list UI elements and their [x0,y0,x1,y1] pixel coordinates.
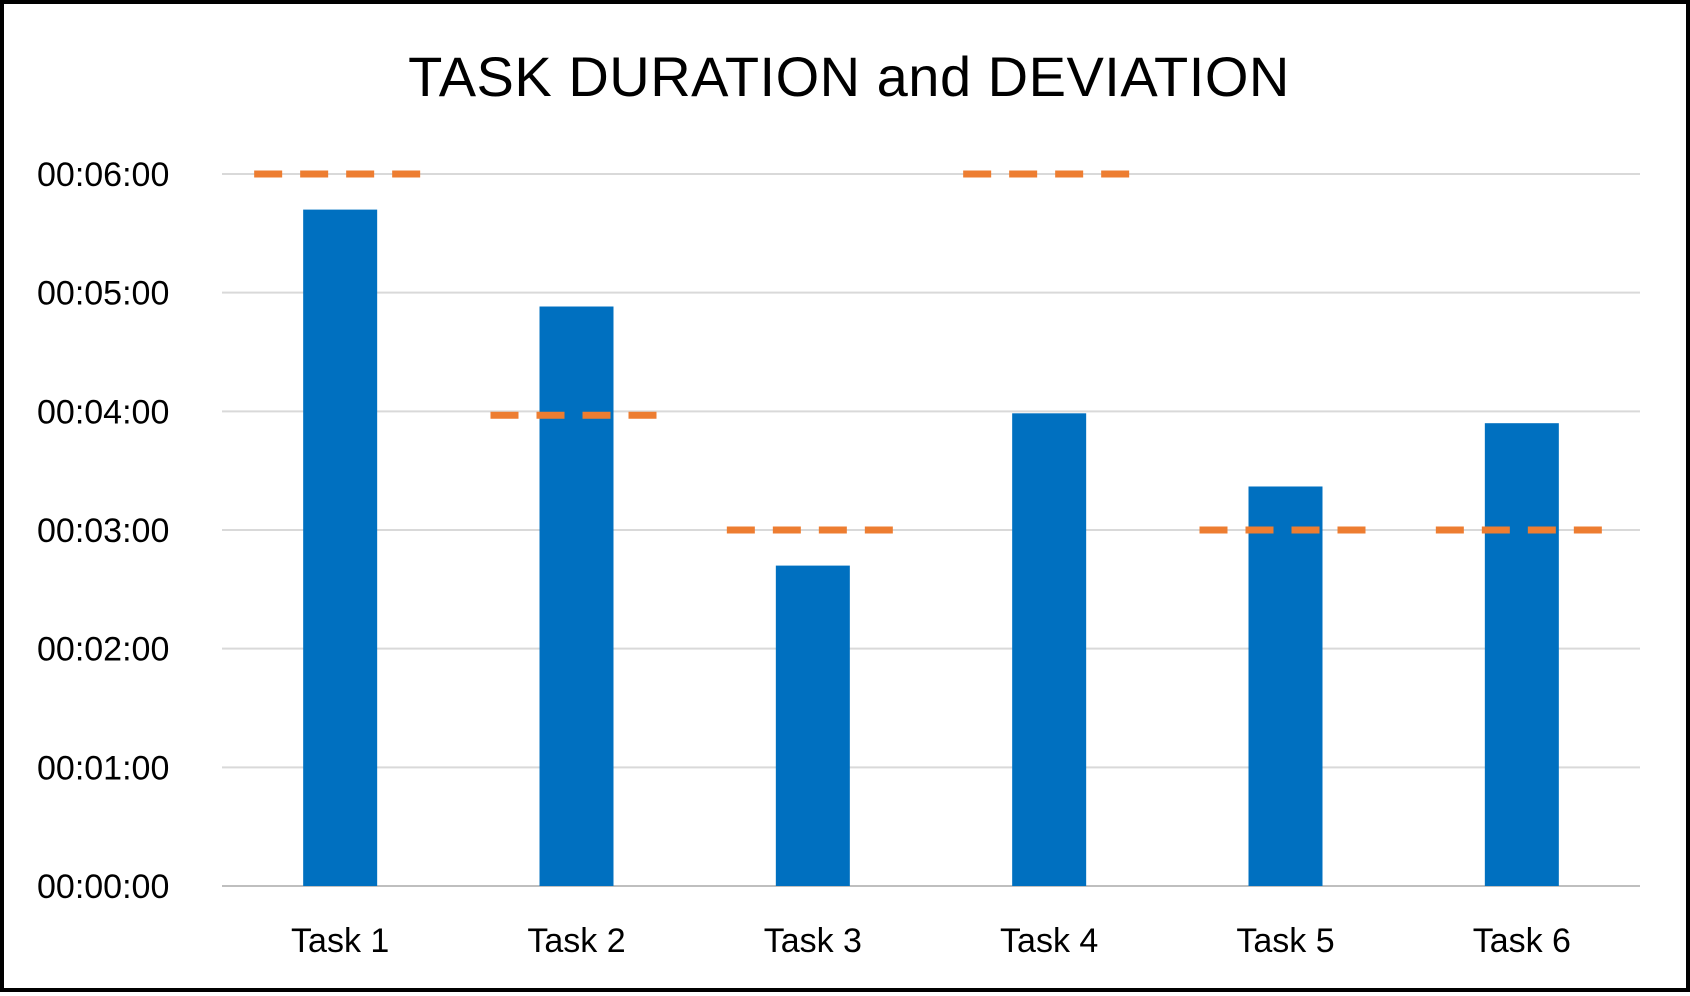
y-tick-label: 00:00:00 [37,868,169,906]
bar-4 [1012,413,1087,886]
chart-plot-area: 00:00:00 00:01:00 00:02:00 00:03:00 00:04:00… [37,156,1640,960]
y-tick-label: 00:01:00 [37,749,169,787]
x-tick-label: Task 2 [527,922,625,960]
bar-2 [539,306,614,886]
y-tick-label: 00:05:00 [37,275,169,313]
y-tick-label: 00:02:00 [37,631,169,669]
y-tick-label: 00:04:00 [37,393,169,431]
x-tick-label: Task 6 [1473,922,1571,960]
bar-1 [303,209,378,887]
x-tick-label: Task 5 [1236,922,1334,960]
chart-title: TASK DURATION and DEVIATION [408,45,1290,108]
x-tick-label: Task 1 [291,922,389,960]
bar-6 [1484,423,1559,886]
x-tick-label: Task 4 [1000,922,1098,960]
bar-3 [775,565,850,886]
bar-5 [1248,486,1323,886]
x-tick-label: Task 3 [764,922,862,960]
y-tick-label: 00:06:00 [37,156,169,194]
y-tick-label: 00:03:00 [37,512,169,550]
